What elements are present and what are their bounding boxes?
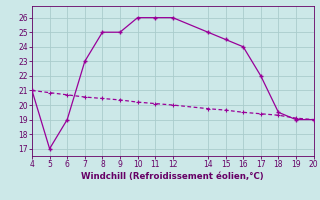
X-axis label: Windchill (Refroidissement éolien,°C): Windchill (Refroidissement éolien,°C)	[82, 172, 264, 181]
